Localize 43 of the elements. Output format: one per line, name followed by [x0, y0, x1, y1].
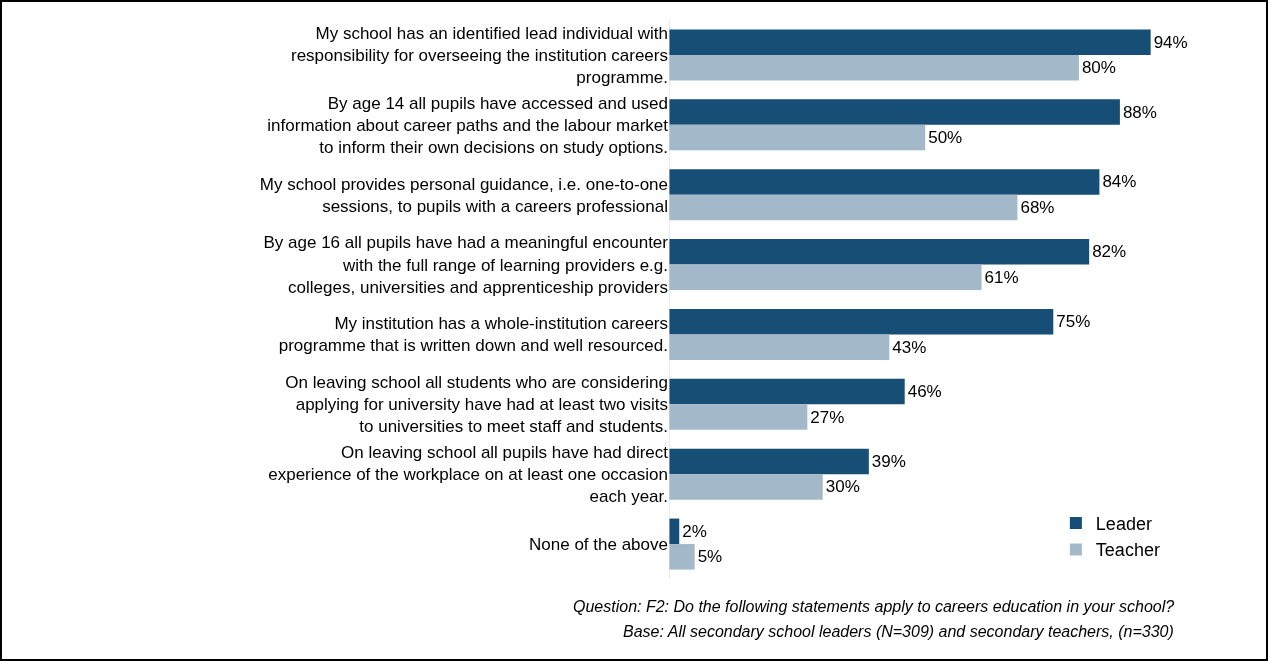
- bar: [669, 239, 1090, 265]
- data-label: 68%: [1020, 197, 1055, 217]
- y-tick-label: My institution has a whole-institution careers programme that is written down and well resourced.: [278, 314, 668, 356]
- text: Base: All secondary school leaders (N=309) and secondary teachers, (n=330): [623, 623, 1174, 640]
- y-tick-label: My school provides personal guidance, i.e. one-to-one sessions, to pupils with a careers professional: [259, 174, 668, 216]
- data-label: 5%: [697, 547, 723, 567]
- bar: [669, 194, 1018, 221]
- bar: [669, 99, 1120, 125]
- bar: [669, 448, 869, 475]
- legend-label: Teacher: [1095, 540, 1160, 561]
- data-label: 2%: [682, 521, 707, 541]
- bar: [669, 264, 982, 291]
- bar: [669, 29, 1151, 55]
- y-tick-label: By age 16 all pupils have had a meaningful encounter with the full range of learning providers e.g. colleges, universities and apprenticeship providers: [263, 233, 669, 297]
- bar: [669, 54, 1079, 81]
- y-tick-label: None of the above: [529, 535, 668, 555]
- text: Question: F2: Do the following statements apply to careers education in your school?: [573, 598, 1175, 615]
- data-label: 27%: [810, 407, 845, 427]
- bar: [669, 378, 905, 405]
- data-label: 50%: [928, 128, 963, 148]
- data-label: 61%: [984, 267, 1019, 287]
- data-label: 94%: [1153, 32, 1188, 52]
- y-tick-label: On leaving school all students who are considering applying for university have had at least two visits to universities to meet staff and students.: [285, 373, 668, 437]
- bar: [669, 169, 1100, 195]
- data-label: 88%: [1122, 102, 1157, 122]
- legend-label: Leader: [1095, 514, 1152, 535]
- y-tick-label: On leaving school all pupils have had direct experience of the workplace on at least one occasion each year.: [268, 443, 669, 507]
- data-label: 43%: [892, 337, 927, 357]
- data-label: 84%: [1102, 172, 1137, 192]
- bar: [669, 474, 823, 500]
- y-tick-label: My school has an identified lead individual with responsibility for overseeing the institution careers programme.: [290, 23, 668, 87]
- data-label: 80%: [1081, 58, 1116, 78]
- bar: [669, 404, 808, 430]
- data-label: 39%: [871, 451, 906, 471]
- data-label: 46%: [907, 382, 942, 402]
- bar: [669, 124, 926, 151]
- y-tick-label: By age 14 all pupils have accessed and used information about career paths and the labour market to inform their own decisions on study options.: [267, 93, 669, 157]
- bar: [669, 334, 890, 360]
- data-label: 75%: [1056, 312, 1091, 332]
- data-label: 30%: [825, 477, 860, 497]
- bar: [669, 544, 695, 570]
- data-label: 82%: [1092, 242, 1127, 262]
- bar: [669, 308, 1054, 335]
